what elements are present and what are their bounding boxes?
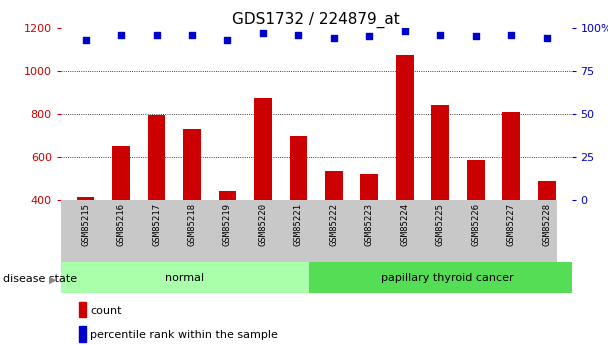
Bar [502,112,520,286]
Point [542,35,551,41]
Bar [396,55,413,286]
Point [435,32,445,37]
Point [152,32,162,37]
Text: papillary thyroid cancer: papillary thyroid cancer [381,273,514,283]
Text: disease state: disease state [3,275,77,284]
Bar [112,146,130,286]
Point [258,30,268,36]
Point [187,32,197,37]
Text: GSM85220: GSM85220 [258,203,268,246]
Text: GSM85228: GSM85228 [542,203,551,246]
Point [400,28,410,34]
Title: GDS1732 / 224879_at: GDS1732 / 224879_at [232,11,400,28]
Text: percentile rank within the sample: percentile rank within the sample [90,330,278,339]
Bar [183,129,201,286]
Text: GSM85225: GSM85225 [436,203,445,246]
Text: GSM85219: GSM85219 [223,203,232,246]
Bar [361,174,378,286]
Bar [219,191,237,286]
Bar [538,181,556,286]
Text: GSM85227: GSM85227 [506,203,516,246]
Point [294,32,303,37]
Point [506,32,516,37]
Text: GSM85216: GSM85216 [117,203,126,246]
Text: count: count [90,306,122,315]
Bar [432,105,449,286]
Text: GSM85222: GSM85222 [330,203,339,246]
Bar [309,262,572,293]
Text: GSM85223: GSM85223 [365,203,374,246]
Text: GSM85218: GSM85218 [187,203,196,246]
Point [223,37,232,42]
Text: normal: normal [165,273,204,283]
Point [329,35,339,41]
Text: GSM85221: GSM85221 [294,203,303,246]
Point [471,33,480,39]
Text: GSM85224: GSM85224 [400,203,409,246]
Text: ▶: ▶ [49,275,57,284]
Text: GSM85217: GSM85217 [152,203,161,246]
Bar [148,115,165,286]
Text: GSM85226: GSM85226 [471,203,480,246]
Point [116,32,126,37]
Point [81,37,91,42]
Bar [325,171,343,286]
Bar [254,98,272,286]
Bar [61,262,309,293]
Point [364,33,374,39]
Text: GSM85215: GSM85215 [81,203,90,246]
Bar [467,160,485,286]
Bar [289,137,307,286]
Bar [77,197,94,286]
